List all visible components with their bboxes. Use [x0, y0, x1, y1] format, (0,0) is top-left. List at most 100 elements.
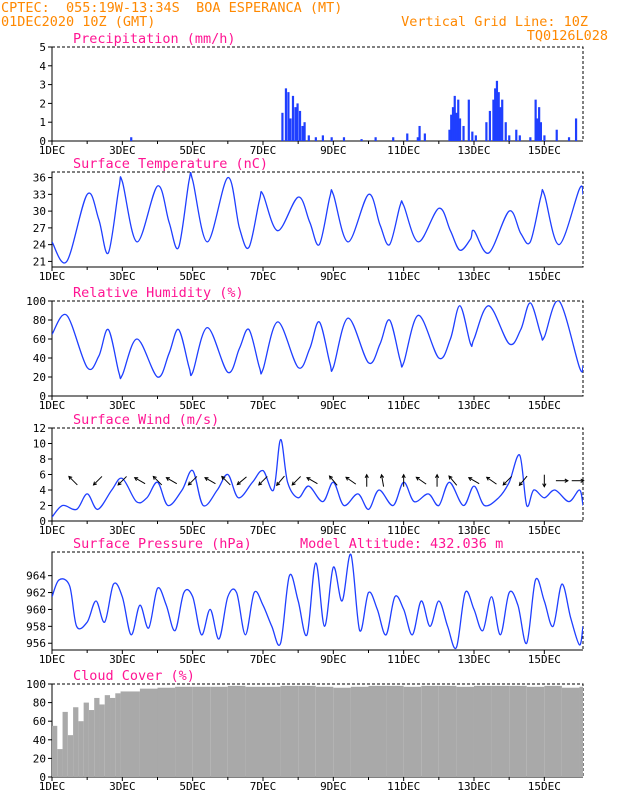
panel-title: Surface Temperature (nC)	[73, 156, 268, 172]
precip-bar	[291, 95, 295, 141]
wind-arrow	[415, 476, 427, 485]
precip-bar	[494, 88, 497, 141]
precip-bar	[298, 110, 302, 141]
y-tick-label: 956	[26, 637, 46, 650]
x-tick-label: 15DEC	[528, 653, 561, 666]
panel-precip: Precipitation (mm/h) 0 1 2 3 4 5 1DEC 3DEC 5DEC 7D…	[39, 31, 584, 157]
panel-wind: Surface Wind (m/s) 0 2 4 6 8 10 12 1DEC 3DEC 5DEC 7…	[33, 412, 585, 537]
y-tick-label: 36	[33, 172, 46, 185]
cloud-bar	[83, 702, 89, 777]
precip-bar	[543, 135, 546, 141]
y-tick-label: 40	[33, 734, 46, 747]
wind-arrow	[571, 478, 585, 483]
precip-bar	[567, 137, 571, 141]
y-tick-label: 100	[26, 295, 46, 308]
wind-arrow	[555, 478, 569, 483]
x-tick-label: 1DEC	[39, 524, 66, 537]
y-tick-label: 964	[26, 570, 46, 583]
panel-title: Cloud Cover (%)	[73, 668, 195, 684]
cloud-bar	[67, 735, 74, 777]
wind-arrow	[448, 475, 458, 486]
precip-bar	[284, 88, 288, 141]
y-tick-label: 33	[33, 188, 46, 201]
x-tick-label: 13DEC	[457, 144, 490, 157]
wind-arrow	[258, 476, 268, 486]
cloud-bar	[561, 687, 580, 777]
panel-temp: Surface Temperature (nC) 21 24 27 30 33 36 1DEC…	[33, 156, 584, 283]
wind-arrow	[485, 476, 497, 485]
wind-arrow	[379, 473, 385, 487]
cloud-bar	[438, 685, 457, 777]
x-tick-label: 11DEC	[387, 653, 420, 666]
x-tick-label: 1DEC	[39, 270, 66, 283]
x-tick-label: 9DEC	[320, 653, 347, 666]
precip-bar	[289, 118, 292, 141]
panel-title: Surface Pressure (hPa)	[73, 536, 252, 552]
y-tick-label: 0	[39, 515, 46, 528]
precip-bar	[508, 135, 511, 141]
y-tick-label: 21	[33, 255, 46, 268]
x-tick-label: 1DEC	[39, 780, 66, 793]
precip-bar	[360, 139, 363, 141]
precip-bar	[303, 122, 306, 141]
cloud-bar	[473, 685, 492, 777]
y-tick-label: 24	[33, 239, 47, 252]
x-tick-label: 5DEC	[179, 653, 206, 666]
precip-bar	[495, 80, 499, 141]
wind-arrow	[68, 475, 78, 486]
y-tick-label: 1	[39, 116, 46, 129]
wind-arrow	[328, 475, 338, 486]
precip-bar	[462, 125, 465, 141]
cloud-bar	[175, 686, 193, 777]
y-tick-label: 40	[33, 352, 46, 365]
cloud-bar	[456, 686, 474, 777]
precip-bar	[474, 135, 477, 141]
x-tick-label: 13DEC	[457, 270, 490, 283]
panel-frame	[51, 427, 584, 522]
wind-arrow	[236, 476, 247, 486]
x-tick-label: 11DEC	[387, 270, 420, 283]
y-tick-label: 5	[39, 41, 46, 54]
x-tick-label: 7DEC	[250, 144, 277, 157]
x-tick-label: 13DEC	[457, 780, 490, 793]
cloud-bar	[509, 685, 527, 777]
wind-arrow	[152, 475, 163, 486]
x-tick-label: 7DEC	[250, 270, 277, 283]
precip-bar	[471, 131, 474, 141]
y-tick-label: 0	[39, 135, 46, 148]
precip-bar	[281, 112, 284, 141]
precip-bar	[451, 107, 455, 141]
precip-bar	[499, 107, 502, 141]
x-tick-label: 15DEC	[528, 780, 561, 793]
y-tick-label: 962	[26, 587, 46, 600]
header-grid-line: Vertical Grid Line: 10Z	[401, 14, 588, 30]
precip-bar	[392, 137, 395, 141]
precip-bar	[518, 135, 521, 141]
x-tick-label: 11DEC	[387, 144, 420, 157]
precip-bar	[287, 92, 290, 141]
cloud-bar	[262, 686, 281, 777]
x-tick-label: 9DEC	[320, 780, 347, 793]
precip-bar	[497, 92, 500, 141]
wind-arrow	[364, 473, 369, 487]
wind-arrow	[518, 475, 528, 487]
y-tick-label: 0	[39, 390, 46, 403]
cloud-bar	[298, 685, 316, 777]
cloud-bar	[73, 707, 79, 777]
wind-arrow	[117, 476, 127, 486]
x-tick-label: 5DEC	[179, 144, 206, 157]
cloud-bar	[139, 688, 158, 777]
x-tick-label: 5DEC	[179, 780, 206, 793]
precip-bar	[307, 135, 310, 141]
x-tick-label: 7DEC	[250, 524, 277, 537]
wind-arrow	[306, 477, 318, 485]
panel-frame	[51, 300, 584, 397]
x-tick-label: 3DEC	[109, 399, 136, 412]
y-tick-label: 60	[33, 715, 46, 728]
y-tick-label: 960	[26, 603, 46, 616]
precip-bar	[321, 135, 324, 141]
wind-arrow	[276, 475, 285, 487]
x-tick-label: 11DEC	[387, 399, 420, 412]
series-line	[52, 553, 583, 650]
wind-arrow	[542, 474, 547, 488]
